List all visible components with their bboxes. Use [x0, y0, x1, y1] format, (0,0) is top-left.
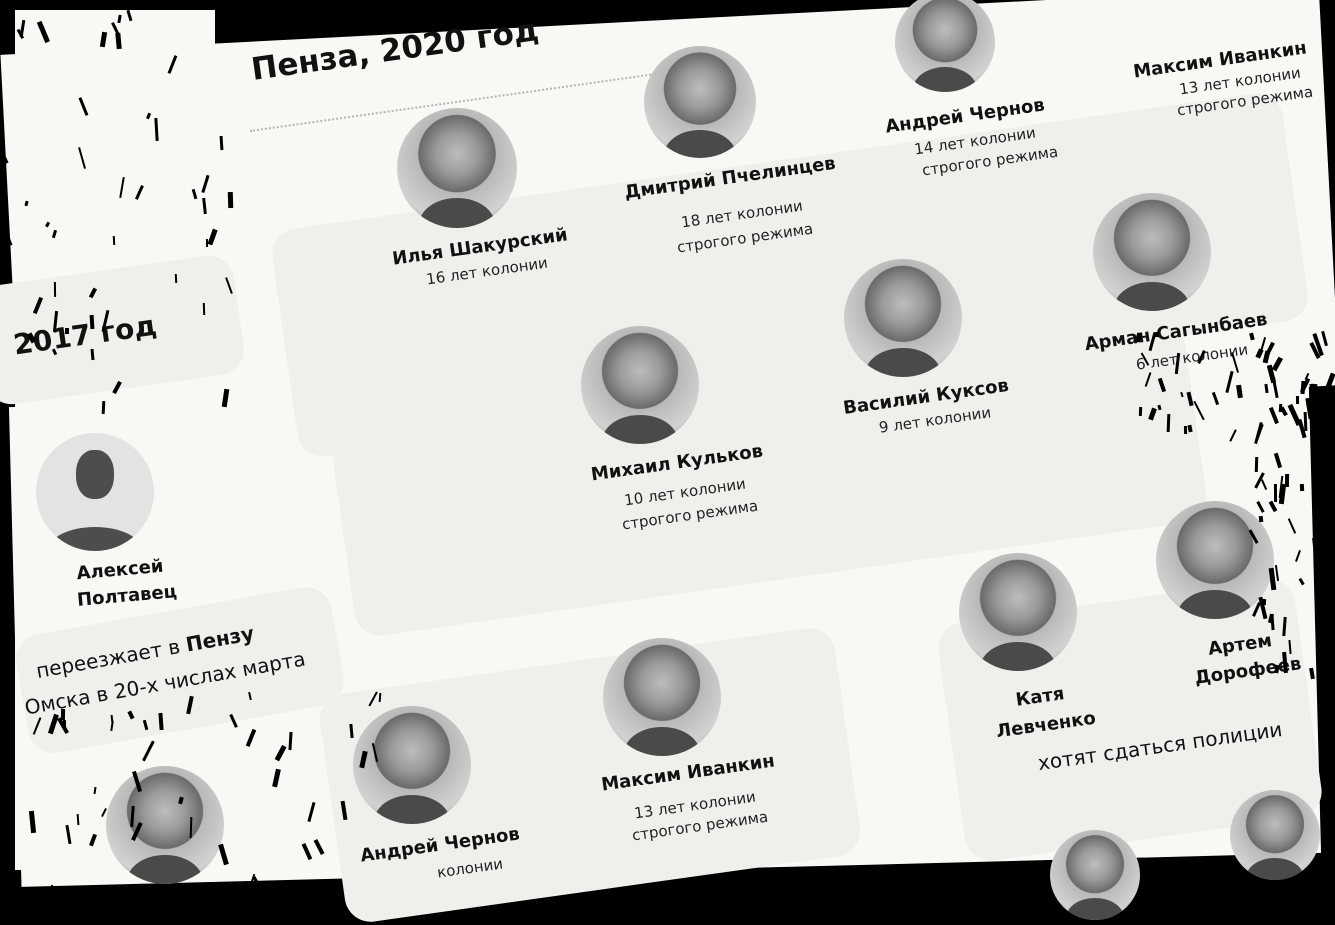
- speck: [1331, 566, 1335, 577]
- speck: [227, 191, 233, 208]
- speck: [1311, 383, 1317, 394]
- speck: [53, 282, 57, 298]
- speck: [1331, 619, 1335, 630]
- speck: [1166, 413, 1170, 432]
- speck: [112, 235, 116, 245]
- speck: [219, 136, 224, 151]
- speck: [1313, 508, 1325, 528]
- avatar-photo: [644, 46, 756, 158]
- speck: [1325, 581, 1330, 600]
- avatar-photo: [895, 0, 995, 92]
- speck: [1284, 473, 1290, 488]
- speck: [174, 274, 178, 284]
- speck: [1319, 430, 1332, 450]
- speck: [1312, 538, 1318, 555]
- speck: [1326, 514, 1335, 529]
- speck: [1184, 426, 1188, 435]
- avatar-photo: [106, 766, 224, 884]
- speck: [202, 303, 206, 315]
- speck: [3, 715, 11, 731]
- avatar-photo: [959, 553, 1077, 671]
- speck: [298, 888, 302, 902]
- speck: [205, 238, 208, 247]
- speck: [0, 753, 9, 773]
- speck: [1295, 395, 1300, 404]
- avatar-photo: [1230, 790, 1320, 880]
- speck: [1254, 456, 1259, 472]
- avatar-photo: [603, 638, 721, 756]
- avatar-photo: [581, 326, 699, 444]
- speck: [65, 328, 70, 335]
- speck: [1258, 515, 1264, 523]
- speck: [37, 0, 43, 8]
- avatar-photo: [1050, 830, 1140, 920]
- avatar-photo: [397, 108, 517, 228]
- speck: [51, 884, 62, 904]
- avatar-placeholder-silhouette: [36, 433, 154, 551]
- avatar-photo: [1156, 501, 1274, 619]
- avatar-photo: [1093, 193, 1211, 311]
- speck: [1299, 483, 1305, 491]
- speck: [1317, 605, 1331, 627]
- speck: [1329, 406, 1335, 414]
- speck: [1278, 404, 1282, 413]
- speck: [1323, 483, 1331, 493]
- avatar-photo: [353, 706, 471, 824]
- avatar-photo: [844, 259, 962, 377]
- speck: [89, 315, 95, 330]
- speck: [1273, 483, 1277, 502]
